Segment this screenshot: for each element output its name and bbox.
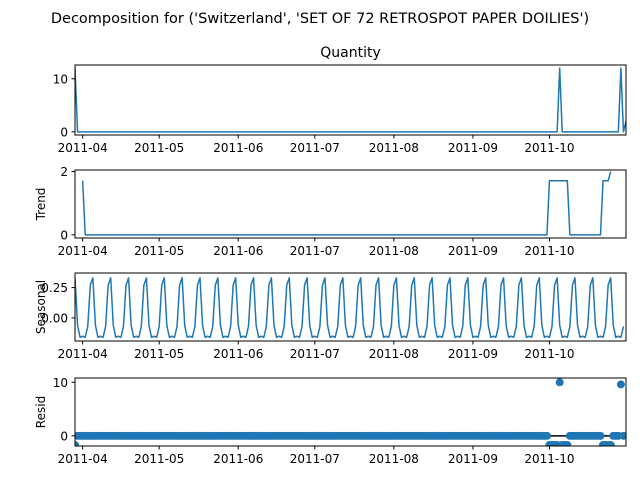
plot-area-2 bbox=[81, 171, 612, 236]
x-tick-label: 2011-10 bbox=[524, 141, 574, 155]
x-tick-label: 2011-06 bbox=[213, 452, 263, 466]
series-line bbox=[81, 171, 612, 236]
x-tick-label: 2011-04 bbox=[58, 244, 108, 258]
resid-point bbox=[596, 431, 605, 440]
panel-title: Quantity bbox=[320, 45, 381, 61]
y-tick-label: 0.00 bbox=[41, 311, 68, 325]
panel-3: 0.00 0.25 2011-04 2011-05 2011-06 2011-07 2011… bbox=[34, 272, 627, 361]
x-tick-label: 2011-08 bbox=[369, 244, 419, 258]
y-tick-label: 10 bbox=[53, 72, 68, 86]
resid-point bbox=[606, 440, 615, 446]
x-tick-label: 2011-05 bbox=[134, 347, 184, 361]
x-tick-label: 2011-04 bbox=[58, 141, 108, 155]
series-line bbox=[75, 67, 626, 133]
x-tick-label: 2011-07 bbox=[290, 141, 340, 155]
y-tick-label: 0 bbox=[60, 228, 68, 242]
plot-area-1 bbox=[75, 67, 626, 133]
seasonal-line bbox=[75, 277, 625, 339]
x-tick-label: 2011-09 bbox=[448, 141, 498, 155]
plot-area-4 bbox=[75, 378, 626, 446]
figure-suptitle: Decomposition for ('Switzerland', 'SET O… bbox=[51, 11, 589, 27]
x-tick-label: 2011-04 bbox=[58, 347, 108, 361]
y-tick-label: 0.25 bbox=[41, 281, 68, 295]
panel-1: 0 10 2011-04 2011-05 2011-06 2011-07 2011-08 20… bbox=[53, 45, 627, 155]
x-tick-label: 2011-07 bbox=[290, 452, 340, 466]
x-tick-label: 2011-07 bbox=[290, 244, 340, 258]
resid-point bbox=[555, 378, 564, 387]
x-tick-label: 2011-08 bbox=[369, 452, 419, 466]
y-axis-label: Seasonal bbox=[34, 280, 48, 334]
resid-point bbox=[563, 440, 572, 446]
y-tick-label: 0 bbox=[60, 125, 68, 139]
x-tick-label: 2011-09 bbox=[448, 347, 498, 361]
panel-2: 0 2 2011-04 2011-05 2011-06 2011-07 2011-08 201… bbox=[34, 165, 627, 258]
x-tick-label: 2011-10 bbox=[524, 452, 574, 466]
axes-frame bbox=[74, 272, 627, 342]
x-tick-label: 2011-05 bbox=[134, 244, 184, 258]
y-tick-label: 2 bbox=[60, 165, 68, 179]
x-tick-label: 2011-09 bbox=[448, 452, 498, 466]
x-tick-label: 2011-10 bbox=[524, 244, 574, 258]
x-tick-label: 2011-04 bbox=[58, 452, 108, 466]
y-tick-label: 0 bbox=[60, 429, 68, 443]
axes-frame bbox=[74, 377, 627, 447]
x-tick-label: 2011-08 bbox=[369, 347, 419, 361]
resid-point bbox=[542, 431, 551, 440]
plot-area-3 bbox=[75, 277, 625, 339]
x-tick-label: 2011-06 bbox=[213, 347, 263, 361]
y-axis-label: Resid bbox=[34, 396, 48, 428]
x-tick-label: 2011-06 bbox=[213, 244, 263, 258]
y-tick-label: 10 bbox=[53, 376, 68, 390]
x-tick-label: 2011-07 bbox=[290, 347, 340, 361]
resid-point bbox=[616, 380, 625, 389]
x-tick-label: 2011-06 bbox=[213, 141, 263, 155]
resid-point bbox=[75, 440, 79, 446]
x-tick-label: 2011-05 bbox=[134, 452, 184, 466]
x-tick-label: 2011-10 bbox=[524, 347, 574, 361]
axes-frame bbox=[74, 169, 627, 239]
panel-4: 0 10 2011-04 2011-05 2011-06 2011-07 2011-08 20… bbox=[34, 376, 627, 466]
x-tick-label: 2011-05 bbox=[134, 141, 184, 155]
x-tick-label: 2011-09 bbox=[448, 244, 498, 258]
resid-point bbox=[619, 431, 626, 440]
axes-frame bbox=[74, 64, 627, 136]
y-axis-label: Trend bbox=[34, 188, 48, 222]
x-tick-label: 2011-08 bbox=[369, 141, 419, 155]
